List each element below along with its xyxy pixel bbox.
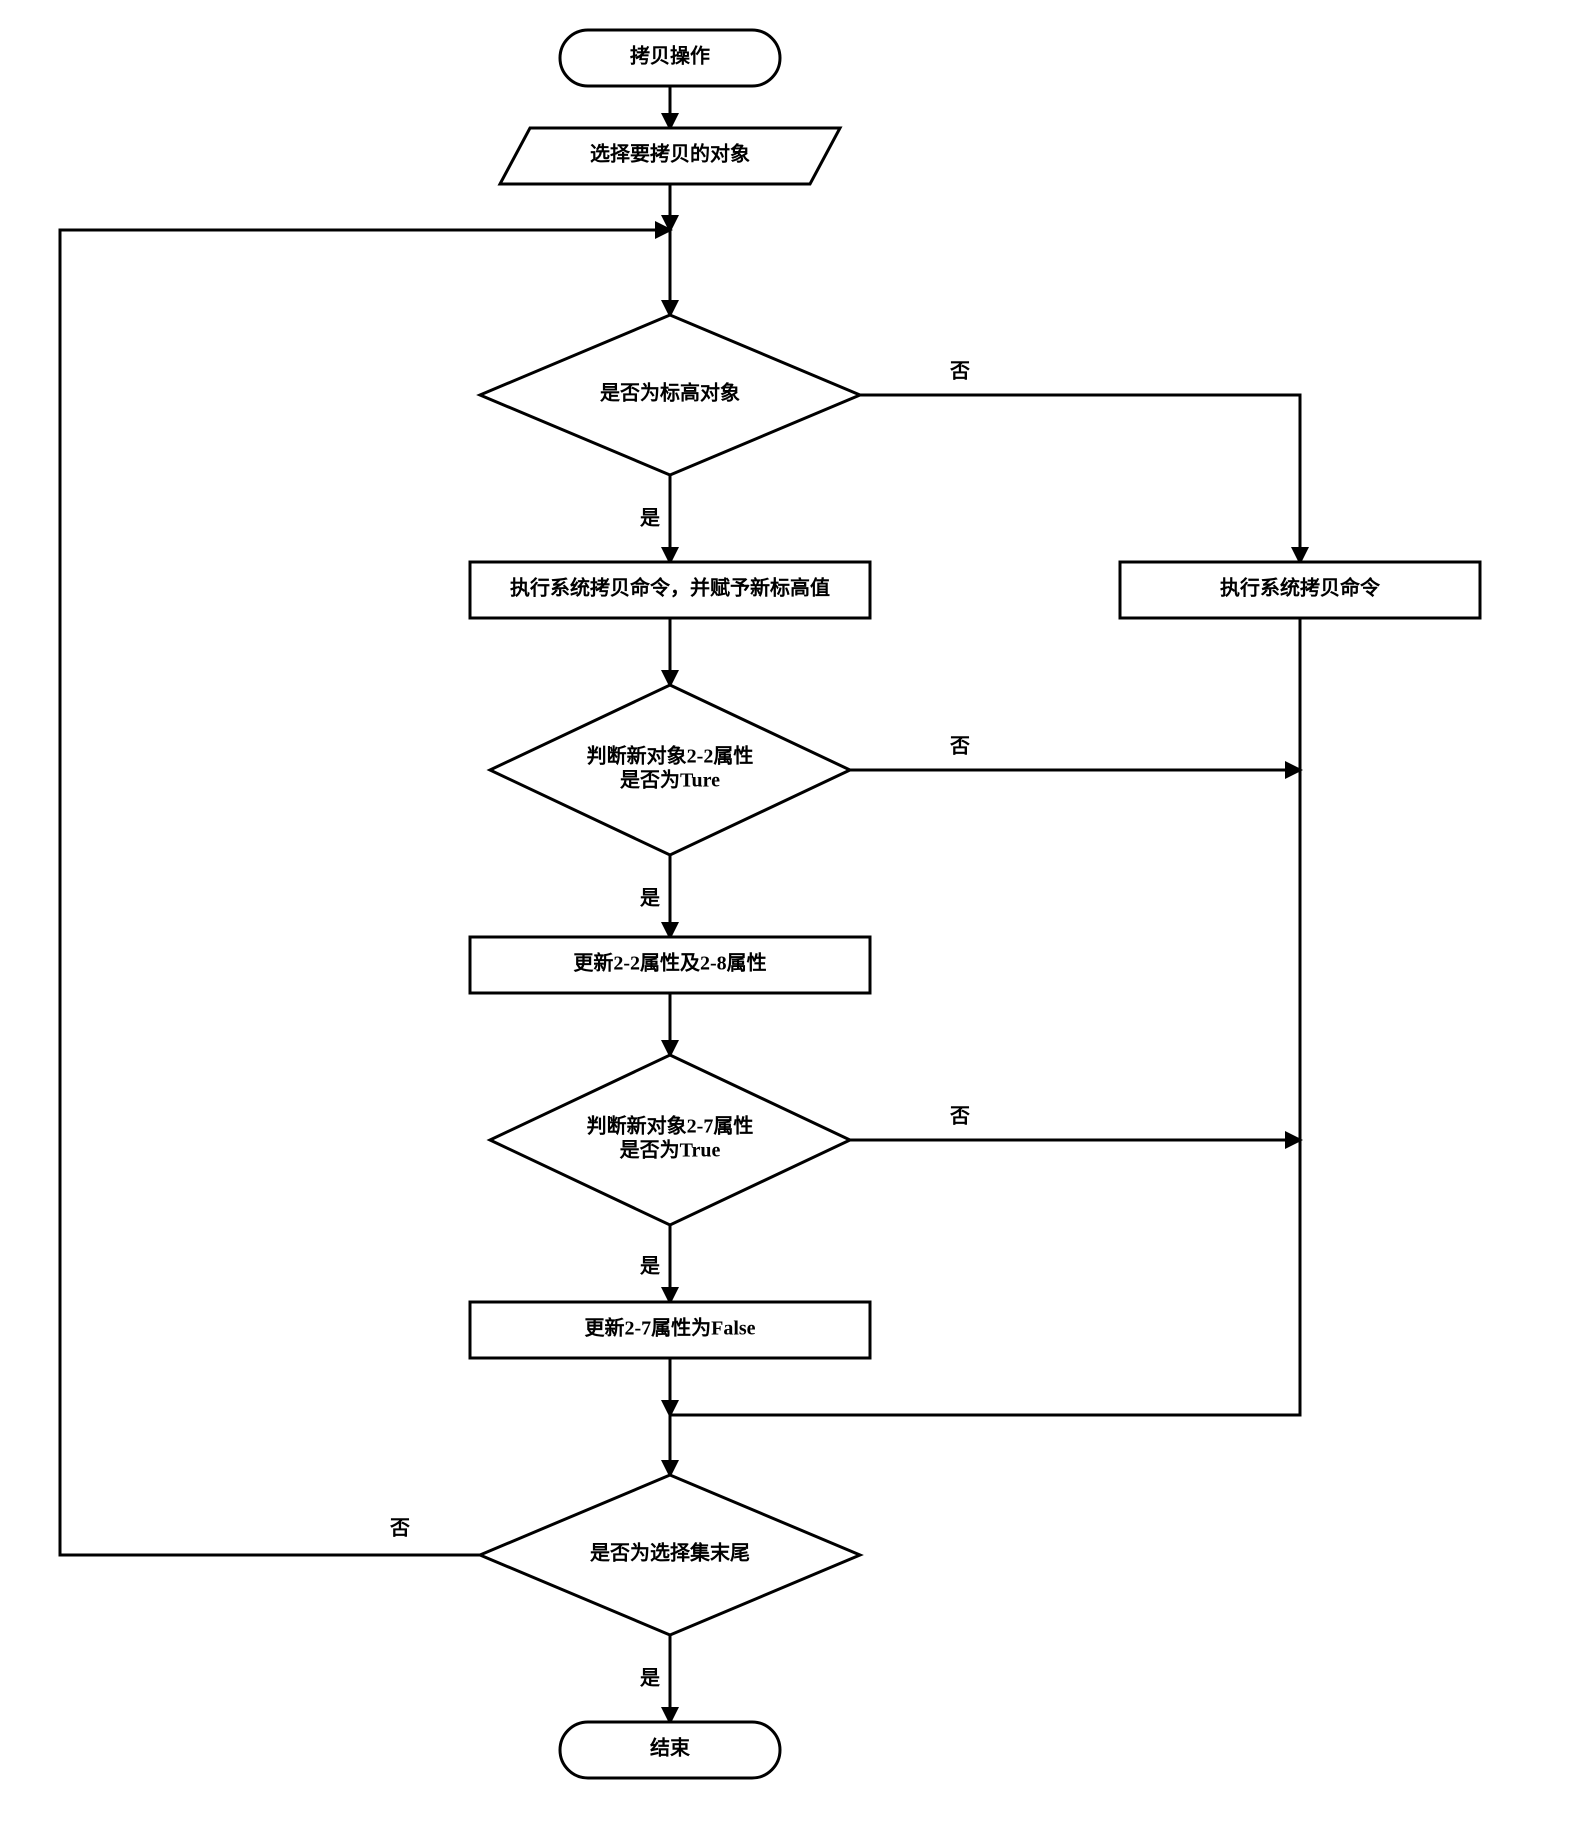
node-label-dec2: 判断新对象2-2属性 [587, 744, 754, 768]
node-label-end: 结束 [650, 1736, 691, 1760]
node-label-proc3: 更新2-7属性为False [584, 1316, 755, 1340]
edge-label: 是 [639, 1255, 660, 1278]
node-label-dec2: 是否为Ture [619, 769, 720, 792]
node-label-start: 拷贝操作 [630, 44, 710, 68]
node-label-input: 选择要拷贝的对象 [590, 142, 750, 166]
edge-label: 是 [639, 887, 660, 910]
edge-label: 是 [639, 1667, 660, 1690]
node-label-dec4: 是否为选择集末尾 [589, 1541, 750, 1565]
edge-label: 是 [639, 507, 660, 530]
edge [860, 395, 1300, 562]
node-label-proc1b: 执行系统拷贝命令 [1220, 576, 1381, 600]
node-label-proc1: 执行系统拷贝命令，并赋予新标高值 [510, 576, 830, 600]
node-label-dec1: 是否为标高对象 [599, 381, 740, 405]
edge-label: 否 [949, 361, 970, 383]
node-label-dec3: 判断新对象2-7属性 [587, 1114, 754, 1138]
edge-label: 否 [949, 1106, 970, 1128]
edge-label: 否 [949, 736, 970, 758]
edge-label: 否 [389, 1518, 410, 1540]
node-label-proc2: 更新2-2属性及2-8属性 [573, 951, 766, 975]
node-label-dec3: 是否为True [619, 1139, 721, 1162]
